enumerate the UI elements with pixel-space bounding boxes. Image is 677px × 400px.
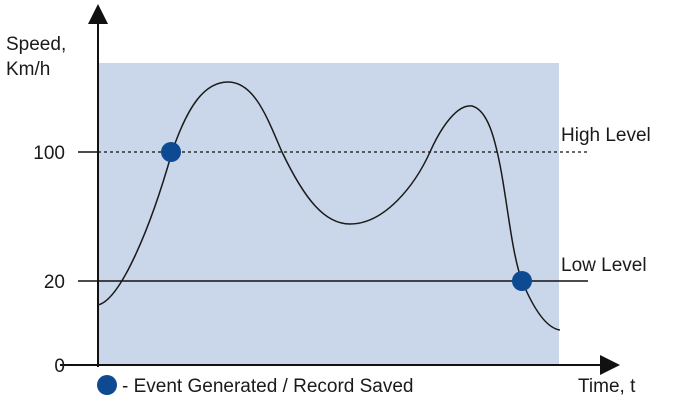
high-level-label: High Level bbox=[561, 125, 651, 146]
legend-text: - Event Generated / Record Saved bbox=[122, 376, 414, 397]
x-axis-label: Time, t bbox=[578, 376, 636, 397]
tick-label-20: 20 bbox=[44, 272, 65, 293]
speed-curve bbox=[97, 81, 561, 331]
tick-label-0: 0 bbox=[54, 356, 65, 377]
y-axis-label-line1: Speed, bbox=[6, 34, 66, 55]
y-axis-label-line2: Km/h bbox=[6, 59, 50, 80]
low-level-label: Low Level bbox=[561, 255, 647, 276]
event-marker-low bbox=[512, 271, 532, 291]
event-marker-high bbox=[161, 142, 181, 162]
tick-label-100: 100 bbox=[33, 143, 65, 164]
legend-marker-icon bbox=[97, 375, 117, 395]
monitoring-region bbox=[98, 63, 559, 365]
